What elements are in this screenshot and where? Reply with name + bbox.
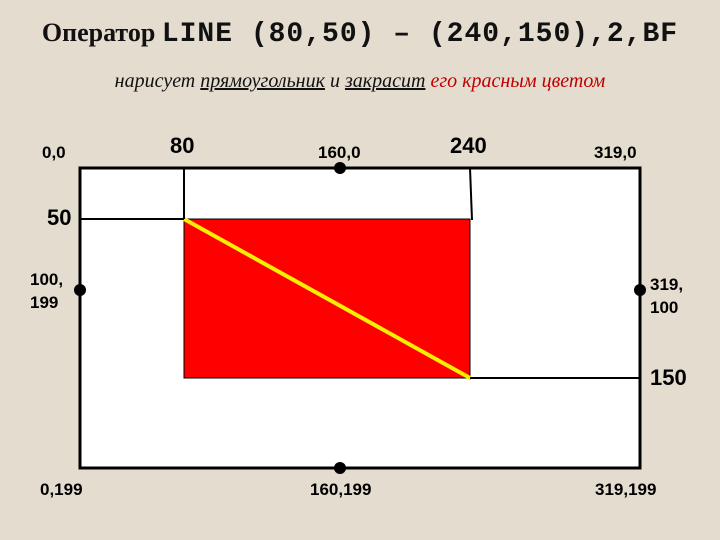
diagram-label: 50 (47, 205, 71, 230)
diagram-label: 160,199 (310, 480, 371, 499)
diagram-label: 150 (650, 365, 687, 390)
diagram-label: 100, (30, 270, 63, 289)
diagram-label: 319,199 (595, 480, 656, 499)
diagram-label: 319, (650, 275, 683, 294)
diagram-label: 160,0 (318, 143, 361, 162)
diagram-label: 319,0 (594, 143, 637, 162)
coordinate-diagram: 0,0 80 160,0 240 319,0 50 100, 199 319, 100 150 0,1… (0, 0, 720, 540)
diagram-label: 240 (450, 133, 487, 158)
diagram-label: 199 (30, 293, 58, 312)
diagram-label: 0,0 (42, 143, 66, 162)
diagram-label: 0,199 (40, 480, 83, 499)
diagram-label: 80 (170, 133, 194, 158)
diagram-label: 100 (650, 298, 678, 317)
